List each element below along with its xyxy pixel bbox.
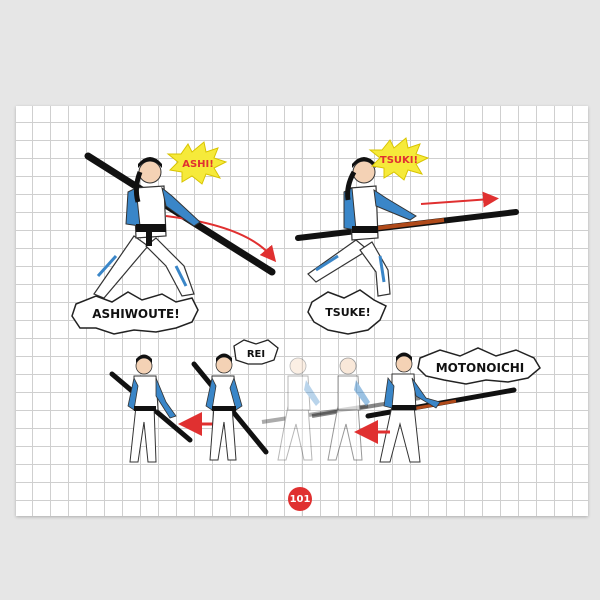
book-page: ASHI! ASHIWOUTE!	[16, 106, 588, 516]
figure-ashiwoute	[84, 152, 277, 299]
ashi-label: ASHI!	[182, 159, 214, 170]
tsuki-burst: TSUKI!	[368, 137, 430, 181]
motonoichi-label: MOTONOICHI	[436, 361, 525, 375]
tsuke-bubble: TSUKE!	[307, 289, 387, 335]
movement-arrow-icon	[420, 191, 499, 208]
black-belt	[352, 226, 378, 233]
figure-rei	[191, 353, 269, 461]
ashiwoute-bubble: ASHIWOUTE!	[71, 291, 199, 335]
movement-arrow-icon	[165, 215, 277, 263]
figure-standing	[109, 354, 193, 463]
figure-ghost-1	[261, 357, 369, 461]
tsuke-label: TSUKE!	[325, 306, 370, 319]
figure-tsuke	[295, 157, 519, 297]
rei-bubble: REI	[233, 339, 279, 365]
illustration-canvas: ASHI! ASHIWOUTE!	[71, 137, 541, 463]
rei-label: REI	[247, 349, 265, 360]
head	[138, 160, 162, 184]
figure-motonoichi	[365, 352, 517, 463]
ashi-burst: ASHI!	[166, 141, 228, 185]
leg	[93, 235, 149, 299]
tsuki-label: TSUKI!	[380, 155, 418, 166]
motonoichi-bubble: MOTONOICHI	[417, 347, 541, 385]
leg	[145, 237, 195, 297]
black-belt	[136, 224, 166, 232]
ashiwoute-label: ASHIWOUTE!	[92, 307, 179, 321]
page-number: 101	[288, 487, 312, 511]
page-fold	[301, 106, 303, 516]
